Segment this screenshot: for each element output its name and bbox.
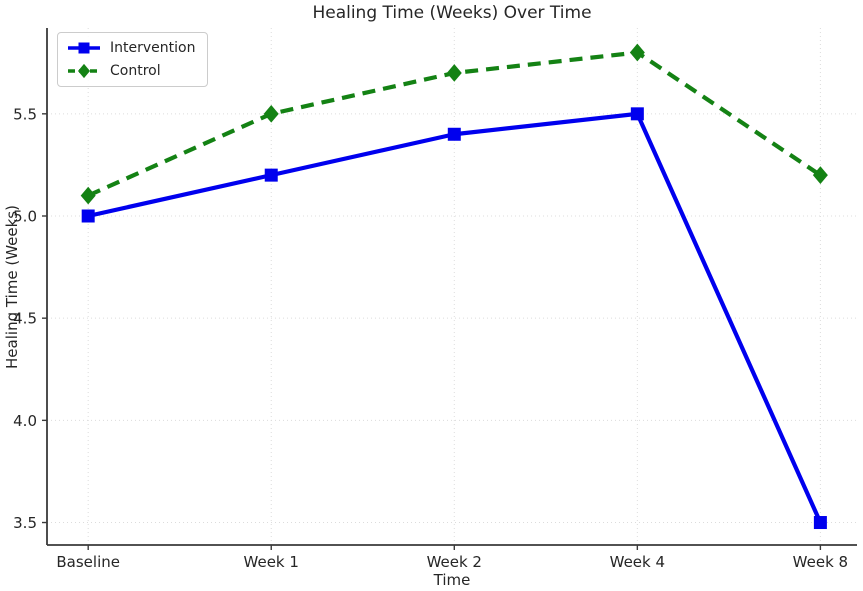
intervention-line-icon <box>68 42 100 54</box>
y-tick-label: 5.5 <box>13 105 37 123</box>
legend-item-intervention: Intervention <box>67 40 195 56</box>
intervention-marker <box>264 168 278 182</box>
y-tick-label: 4.5 <box>13 310 37 328</box>
y-tick-label: 5.0 <box>13 208 37 226</box>
x-axis-label: Time <box>433 571 471 589</box>
y-tick-label: 4.0 <box>13 412 37 430</box>
intervention-marker <box>813 516 827 530</box>
legend-label-intervention: Intervention <box>110 40 196 56</box>
x-tick-label: Baseline <box>56 553 120 571</box>
legend-label-control: Control <box>110 63 161 79</box>
intervention-marker <box>630 107 644 121</box>
x-tick-label: Week 1 <box>244 553 299 571</box>
control-marker <box>629 43 645 62</box>
intervention-line <box>87 111 823 524</box>
control-marker <box>446 64 462 82</box>
control-marker <box>812 166 828 184</box>
x-tick-label: Week 8 <box>793 553 848 571</box>
x-tick-label: Week 4 <box>610 553 665 571</box>
y-axis-label: Healing Time (Weeks) <box>3 205 21 369</box>
control-marker <box>263 104 279 123</box>
legend: Intervention Control <box>57 32 209 87</box>
control-line-icon <box>68 63 100 79</box>
intervention-marker <box>447 127 461 141</box>
legend-marker-sample <box>78 63 90 79</box>
chart-title: Healing Time (Weeks) Over Time <box>312 3 592 23</box>
legend-marker-sample <box>78 42 90 54</box>
y-tick-label: 3.5 <box>13 514 37 532</box>
legend-item-control: Control <box>67 63 195 79</box>
control-marker <box>80 186 96 205</box>
intervention-marker <box>81 209 95 223</box>
x-tick-label: Week 2 <box>427 553 482 571</box>
